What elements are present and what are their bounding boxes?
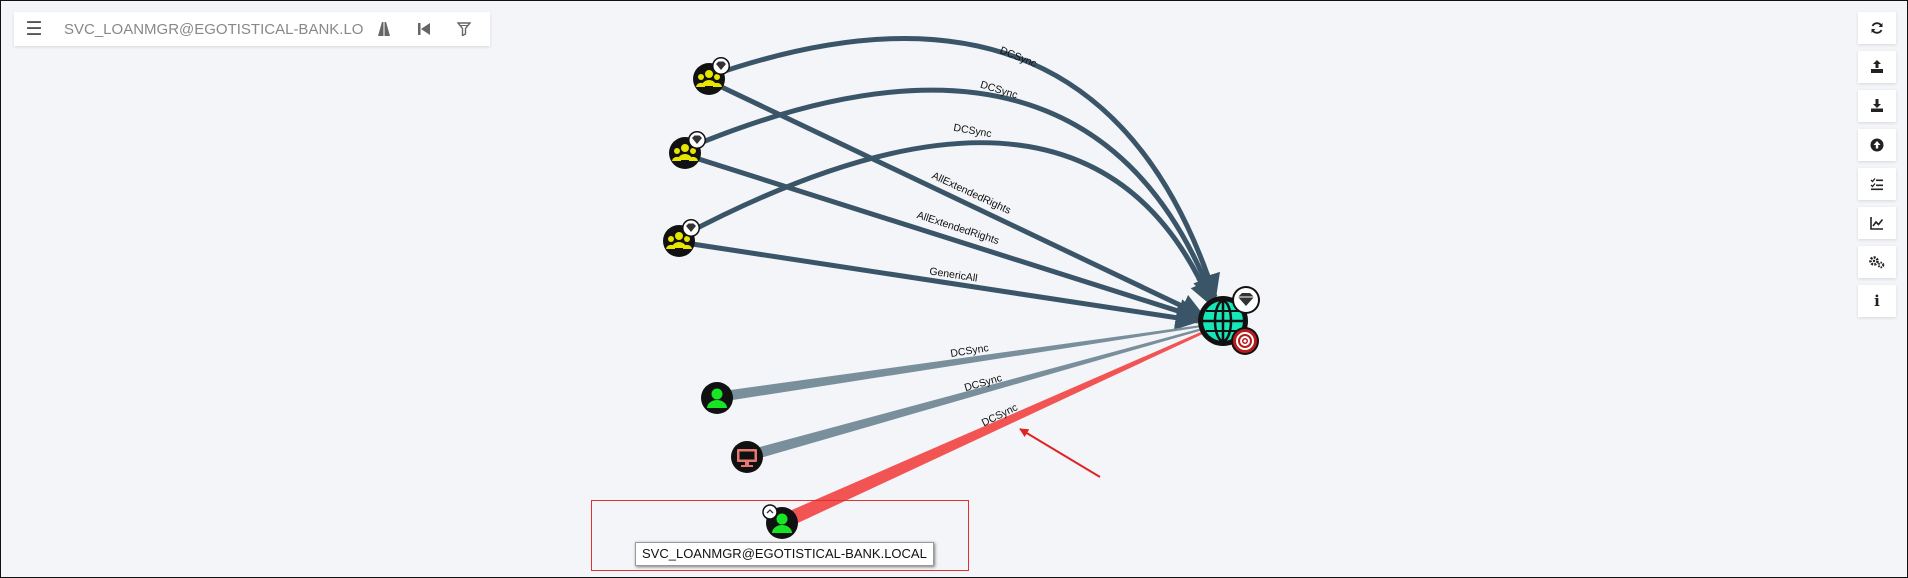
- group-node[interactable]: [693, 57, 730, 95]
- edge-allextendedrights-group1[interactable]: [707, 78, 1206, 319]
- import-button[interactable]: [1858, 90, 1896, 122]
- gears-icon: [1869, 256, 1885, 269]
- domain-node[interactable]: [1198, 286, 1260, 355]
- refresh-button[interactable]: [1858, 12, 1896, 44]
- filter-icon[interactable]: [444, 22, 484, 36]
- search-bar: ☰: [14, 12, 490, 46]
- circle-up-icon: [1870, 138, 1884, 152]
- target-icon: [1231, 327, 1259, 355]
- download-icon: [1871, 99, 1883, 112]
- search-input[interactable]: [64, 20, 364, 38]
- edge-dcsync-user1[interactable]: [716, 325, 1202, 402]
- chart-icon: [1870, 217, 1884, 230]
- edge-label: DCSync: [998, 44, 1038, 70]
- pathfinding-icon[interactable]: [364, 21, 404, 37]
- crown-icon: [688, 131, 706, 149]
- crown-icon: [712, 57, 730, 75]
- user-node[interactable]: [701, 382, 733, 414]
- checklist-icon: [1870, 178, 1883, 191]
- edge-dcsync-svc-loanmgr[interactable]: [778, 331, 1205, 529]
- group-icon: [696, 70, 722, 87]
- annotation-arrow: [1019, 428, 1101, 478]
- edge-label: DCSync: [950, 342, 990, 360]
- crown-icon: [682, 219, 700, 237]
- globe-icon: [1203, 299, 1243, 343]
- group-node[interactable]: [669, 131, 706, 169]
- group-node[interactable]: [663, 219, 700, 257]
- about-button[interactable]: i: [1858, 285, 1896, 317]
- edge-dcsync-computer1[interactable]: [745, 328, 1203, 461]
- edge-genericall-group3[interactable]: [678, 239, 1201, 330]
- export-button[interactable]: [1858, 51, 1896, 83]
- computer-icon: [737, 449, 757, 467]
- upload-data-button[interactable]: [1858, 129, 1896, 161]
- refresh-icon: [1871, 22, 1883, 34]
- edge-dcsync-group3[interactable]: [680, 140, 1214, 307]
- right-toolbar: i: [1858, 12, 1896, 324]
- owned-badge-icon: [762, 504, 778, 520]
- user-icon: [772, 513, 792, 533]
- user-node-svc-loanmgr[interactable]: [762, 504, 798, 539]
- settings-button[interactable]: [1858, 246, 1896, 278]
- upload-icon: [1871, 60, 1883, 73]
- group-icon: [672, 144, 698, 161]
- crown-icon: [1232, 286, 1260, 314]
- back-icon[interactable]: [404, 22, 444, 36]
- node-label: SVC_LOANMGR@EGOTISTICAL-BANK.LOCAL: [635, 542, 934, 566]
- edge-allextendedrights-group2[interactable]: [685, 152, 1203, 324]
- computer-node[interactable]: [731, 441, 763, 473]
- group-icon: [666, 232, 692, 249]
- user-icon: [707, 388, 727, 408]
- edge-dcsync-group1[interactable]: [709, 36, 1220, 300]
- queries-button[interactable]: [1858, 168, 1896, 200]
- edge-dcsync-group2[interactable]: [687, 87, 1217, 303]
- stats-button[interactable]: [1858, 207, 1896, 239]
- menu-icon[interactable]: ☰: [25, 18, 43, 40]
- info-icon: i: [1874, 292, 1880, 310]
- edge-label: DCSync: [953, 122, 993, 141]
